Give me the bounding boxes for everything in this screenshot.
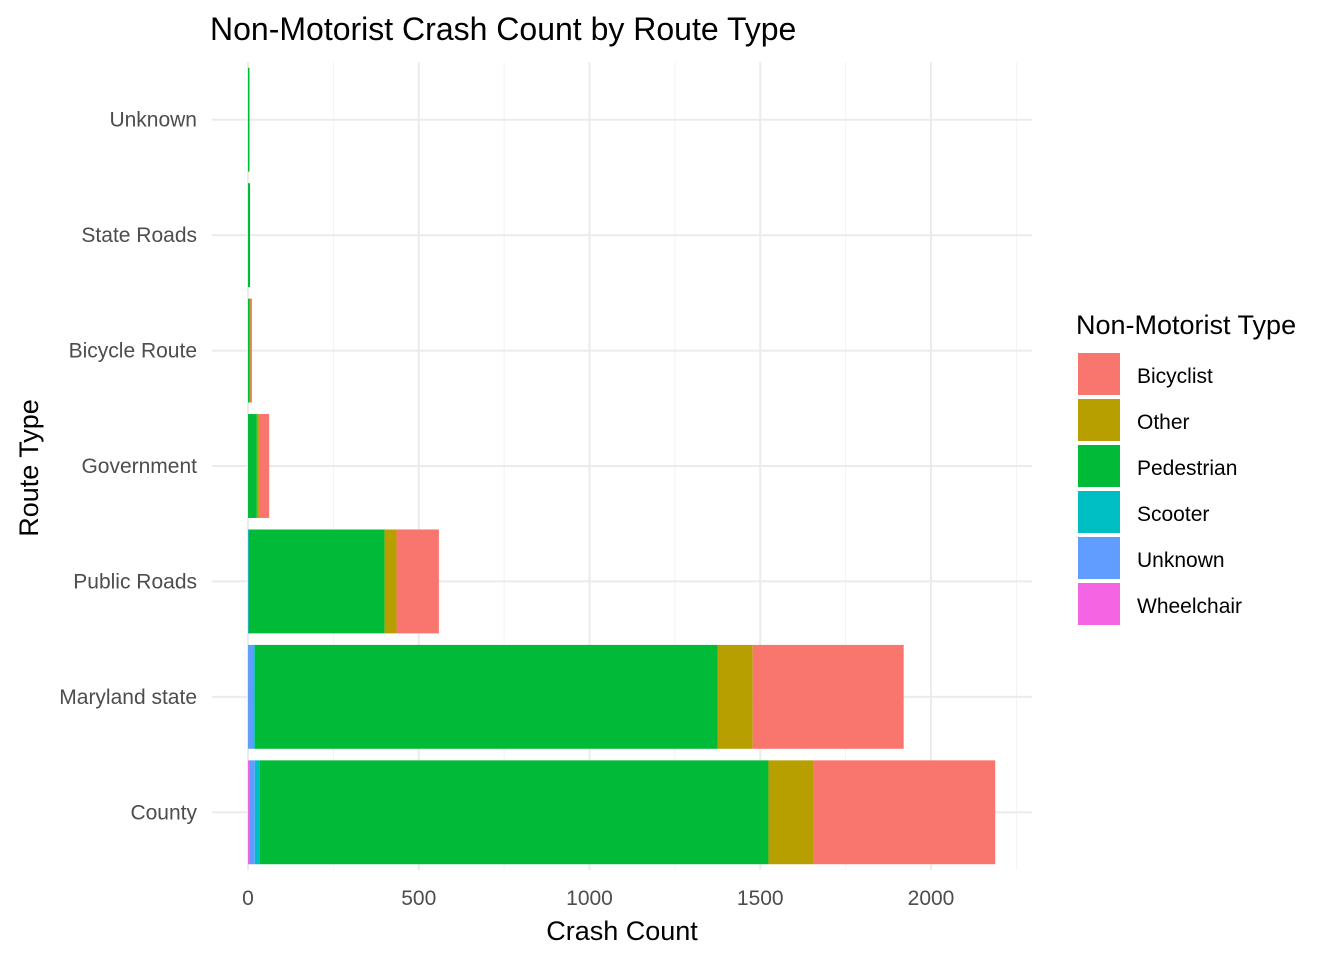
bar-segment-pedestrian-bicycle-route xyxy=(248,298,250,403)
bar-segment-wheelchair-county xyxy=(248,760,250,865)
legend-label-other: Other xyxy=(1137,411,1190,434)
y-tick-label: Government xyxy=(81,455,197,478)
x-tick-label: 500 xyxy=(401,887,436,910)
x-axis-title: Crash Count xyxy=(546,916,698,946)
legend: Non-Motorist Type Bicyclist Other Pedestri… xyxy=(1076,310,1296,625)
bar-segment-bicyclist-county xyxy=(813,760,996,865)
y-tick-label: County xyxy=(130,801,197,824)
y-tick-label: Maryland state xyxy=(59,686,197,709)
legend-label-bicyclist: Bicyclist xyxy=(1137,365,1213,388)
legend-swatch-other xyxy=(1078,399,1120,441)
x-tick-label: 1500 xyxy=(737,887,784,910)
bar-segment-bicyclist-maryland-state xyxy=(752,644,904,749)
legend-label-wheelchair: Wheelchair xyxy=(1137,595,1242,618)
bar-segment-pedestrian-government xyxy=(248,414,257,518)
bar-segment-other-maryland-state xyxy=(717,644,753,749)
y-tick-label: Unknown xyxy=(109,109,197,132)
bar-segment-pedestrian-state-roads xyxy=(248,183,251,288)
legend-label-pedestrian: Pedestrian xyxy=(1137,457,1237,480)
bar-segment-unknown-maryland-state xyxy=(248,644,254,749)
bar-segment-scooter-maryland-state xyxy=(253,644,255,749)
bar-segment-pedestrian-county xyxy=(259,760,769,865)
bar-segment-unknown-county xyxy=(249,760,255,865)
y-axis-title: Route Type xyxy=(14,399,44,537)
legend-swatch-unknown xyxy=(1078,537,1120,579)
legend-swatch-pedestrian xyxy=(1078,445,1120,487)
y-tick-labels: County Maryland state Public Roads Governme… xyxy=(59,109,197,825)
legend-label-scooter: Scooter xyxy=(1137,503,1209,526)
bars xyxy=(248,67,996,865)
bar-segment-pedestrian-public-roads xyxy=(248,529,385,634)
legend-swatch-scooter xyxy=(1078,491,1120,533)
bar-segment-other-government xyxy=(256,414,259,518)
x-tick-label: 2000 xyxy=(908,887,955,910)
legend-label-unknown: Unknown xyxy=(1137,549,1225,572)
y-tick-label: State Roads xyxy=(81,224,197,247)
chart-title: Non-Motorist Crash Count by Route Type xyxy=(210,11,796,47)
x-tick-label: 0 xyxy=(242,887,254,910)
bar-segment-bicyclist-bicycle-route xyxy=(250,298,252,403)
bar-segment-bicyclist-public-roads xyxy=(396,529,439,634)
y-tick-label: Public Roads xyxy=(73,570,197,593)
bar-segment-other-public-roads xyxy=(384,529,397,634)
bar-segment-other-county xyxy=(768,760,814,865)
bar-segment-pedestrian-unknown xyxy=(248,67,250,172)
legend-swatch-wheelchair xyxy=(1078,583,1120,625)
bar-segment-bicyclist-government xyxy=(258,414,270,518)
x-tick-labels: 0 500 1000 1500 2000 xyxy=(242,887,954,910)
legend-title: Non-Motorist Type xyxy=(1076,310,1296,340)
bar-segment-scooter-county xyxy=(254,760,260,865)
x-tick-label: 1000 xyxy=(566,887,613,910)
y-tick-label: Bicycle Route xyxy=(69,340,197,363)
bar-segment-pedestrian-maryland-state xyxy=(254,644,718,749)
legend-swatch-bicyclist xyxy=(1078,353,1120,395)
